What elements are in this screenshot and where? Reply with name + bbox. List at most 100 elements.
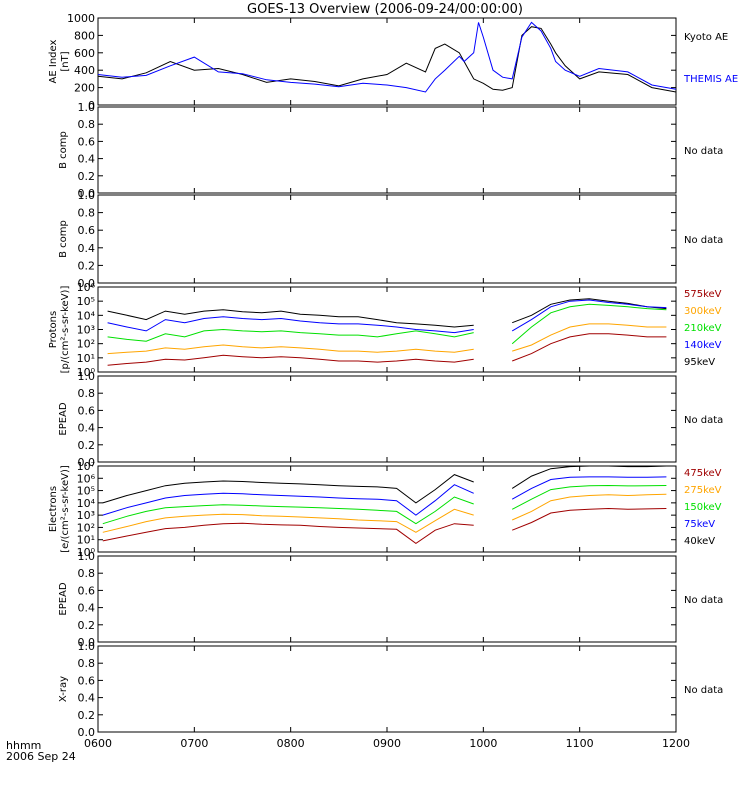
series-themis-ae (97, 21, 677, 93)
y-tick-label: 10³ (77, 324, 95, 337)
y-tick-label: 10⁰ (77, 546, 96, 559)
y-tick-label: 10⁰ (77, 366, 96, 379)
y-tick-label: 0.8 (78, 118, 96, 131)
series-label: 40keV (684, 536, 715, 547)
y-tick-label: 1.0 (78, 640, 96, 653)
y-tick-label: 10⁶ (77, 472, 96, 485)
series-label: Kyoto AE (684, 32, 728, 43)
panel-b1: 0.0 0.2 0.4 0.6 0.8 1.0 B comp No data (58, 101, 723, 200)
y-axis-label: Protons (48, 311, 59, 348)
y-tick-label: 200 (74, 82, 95, 95)
series-label: 140keV (684, 340, 722, 351)
series-150kev (102, 484, 667, 525)
panel-frame (97, 17, 677, 106)
y-tick-label: 0.2 (78, 709, 96, 722)
y-tick-label: 0.4 (78, 242, 96, 255)
y-tick-label: 0.0 (78, 726, 96, 739)
y-tick-label: 10⁴ (77, 497, 96, 510)
y-tick-label: 0.4 (78, 602, 96, 615)
x-tick-label: 0700 (180, 737, 208, 750)
y-tick-label: 600 (74, 47, 95, 60)
panel-ae: 0 200 400 600 800 1000 AE Index [nT] Kyoto AE THE… (48, 12, 738, 112)
series-label: 75keV (684, 519, 715, 530)
series-275kev (102, 493, 667, 533)
y-tick-label: 0.2 (78, 259, 96, 272)
y-tick-label: 1.0 (78, 101, 96, 114)
y-tick-label: 10³ (77, 509, 95, 522)
x-axis: 0600 0700 0800 0900 1000 1100 1200 (84, 737, 690, 750)
y-axis-unit-label: [nT] (60, 51, 71, 71)
y-tick-label: 0.8 (78, 567, 96, 580)
x-tick-label: 0900 (373, 737, 401, 750)
y-tick-label: 0.6 (78, 224, 96, 237)
y-tick-label: 1.0 (78, 550, 96, 563)
y-axis-label: EPEAD (58, 582, 69, 616)
panel-epead2: 0.0 0.2 0.4 0.6 0.8 1.0 EPEAD No data (58, 550, 723, 649)
y-tick-label: 0.8 (78, 207, 96, 220)
y-tick-label: 800 (74, 29, 95, 42)
y-tick-label: 1000 (67, 12, 95, 25)
y-tick-label: 0.8 (78, 657, 96, 670)
series-140kev (107, 299, 667, 334)
no-data-label: No data (684, 415, 723, 426)
y-tick-label: 0.6 (78, 135, 96, 148)
panel-epead1: 0.0 0.2 0.4 0.6 0.8 1.0 EPEAD No data (58, 370, 723, 469)
y-tick-label: 0.4 (78, 422, 96, 435)
series-label: 210keV (684, 323, 722, 334)
x-tick-label: 1000 (469, 737, 497, 750)
y-tick-label: 0.0 (78, 636, 96, 649)
y-tick-label: 0.6 (78, 584, 96, 597)
y-axis-label: X-ray (58, 676, 69, 702)
y-axis-label: Electrons (48, 486, 59, 532)
series-kyoto-ae (97, 26, 677, 93)
y-tick-label: 0.6 (78, 404, 96, 417)
x-tick-label: 0600 (84, 737, 112, 750)
y-axis-label: EPEAD (58, 402, 69, 436)
series-210kev (107, 303, 667, 345)
series-label: 95keV (684, 357, 715, 368)
series-label: 275keV (684, 485, 722, 496)
y-tick-label: 0.2 (78, 170, 96, 183)
y-tick-label: 10² (77, 521, 95, 534)
y-tick-label: 10⁷ (77, 460, 95, 473)
y-tick-label: 10² (77, 338, 95, 351)
no-data-label: No data (684, 595, 723, 606)
panel-b2: 0.0 0.2 0.4 0.6 0.8 1.0 B comp No data (58, 189, 723, 290)
panel-frame (97, 106, 677, 194)
y-tick-label: 0.4 (78, 692, 96, 705)
y-tick-label: 400 (74, 64, 95, 77)
y-tick-label: 0.2 (78, 619, 96, 632)
x-tick-label: 1200 (662, 737, 690, 750)
y-tick-label: 0.2 (78, 439, 96, 452)
x-tick-label: 1100 (566, 737, 594, 750)
y-tick-label: 10⁶ (77, 281, 96, 294)
y-tick-label: 0 (88, 99, 95, 112)
y-tick-label: 10⁵ (77, 485, 95, 498)
time-unit-label: hhmm (6, 739, 42, 752)
panel-xray: 0.0 0.2 0.4 0.6 0.8 1.0 X-ray No data (58, 640, 723, 739)
series-label: THEMIS AE (683, 74, 738, 85)
y-tick-label: 10¹ (77, 534, 95, 547)
panel-frame (97, 194, 677, 284)
x-tick-label: 0800 (277, 737, 305, 750)
no-data-label: No data (684, 146, 723, 157)
y-tick-label: 0.6 (78, 674, 96, 687)
series-75kev (102, 476, 667, 516)
y-tick-label: 0.0 (78, 187, 96, 200)
series-label: 575keV (684, 289, 722, 300)
date-label: 2006 Sep 24 (6, 750, 76, 763)
no-data-label: No data (684, 685, 723, 696)
series-475kev (102, 507, 667, 545)
series-label: 300keV (684, 306, 722, 317)
y-axis-unit-label: [e/(cm²-s-sr-keV)] (60, 465, 71, 553)
y-tick-label: 10⁴ (77, 309, 96, 322)
no-data-label: No data (684, 235, 723, 246)
panel-frame (97, 375, 677, 463)
y-axis-label: B comp (58, 131, 69, 169)
series-575kev (107, 298, 667, 328)
y-axis-unit-label: [p/(cm²-s-sr-keV)] (60, 286, 71, 374)
panels-group: 0 200 400 600 800 1000 AE Index [nT] Kyoto AE THE… (48, 12, 738, 739)
y-tick-label: 0.0 (78, 277, 96, 290)
